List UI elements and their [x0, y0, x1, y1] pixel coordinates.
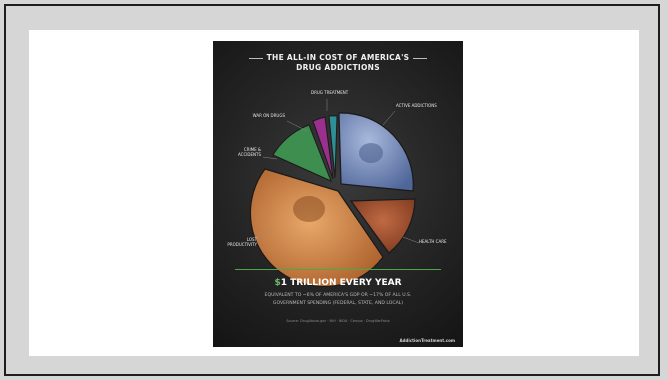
pie-slice-health-care: [349, 198, 416, 254]
brand-logo: AddictionTreatment.com: [399, 338, 455, 343]
coin-pie-chart: [249, 99, 420, 288]
pie-slice-drug-treatment: [328, 115, 338, 179]
title-rule-right: [413, 58, 427, 59]
label-drug-treatment: DRUG TREATMENT: [311, 90, 349, 95]
label-lost-productivity: LOST PRODUCTIVITY: [227, 237, 257, 247]
sources-line: Source: DrugAbuse.gov · NIH · NIDA · Cen…: [286, 319, 390, 323]
pie-slice-crime-accidents: [272, 124, 332, 182]
label-crime-accidents: CRIME & ACCIDENTS: [237, 147, 261, 157]
subline-1: EQUIVALENT TO ~6% OF AMERICA'S GDP OR ~1…: [264, 293, 412, 298]
subline-2: GOVERNMENT SPENDING (FEDERAL, STATE, AND…: [272, 301, 404, 306]
divider-rule: [235, 269, 441, 270]
poster-title-line-1: THE ALL-IN COST OF AMERICA'S: [266, 53, 410, 62]
infographic-poster: THE ALL-IN COST OF AMERICA'S DRUG ADDICT…: [213, 41, 463, 347]
label-war-on-drugs: WAR ON DRUGS: [252, 113, 285, 118]
label-health-care: HEALTH CARE: [419, 239, 447, 244]
eagle-emblem-blue-icon: [359, 143, 383, 163]
title-rule-left: [249, 58, 263, 59]
eagle-emblem-icon: [293, 196, 325, 222]
poster-title-line-2: DRUG ADDICTIONS: [296, 63, 380, 72]
headline: $1 TRILLION EVERY YEAR: [274, 278, 402, 288]
label-active-addictions: ACTIVE ADDICTIONS: [396, 103, 437, 108]
pie-slice-war-on-drugs: [312, 116, 334, 180]
pie-slice-lost-productivity: [249, 168, 384, 288]
